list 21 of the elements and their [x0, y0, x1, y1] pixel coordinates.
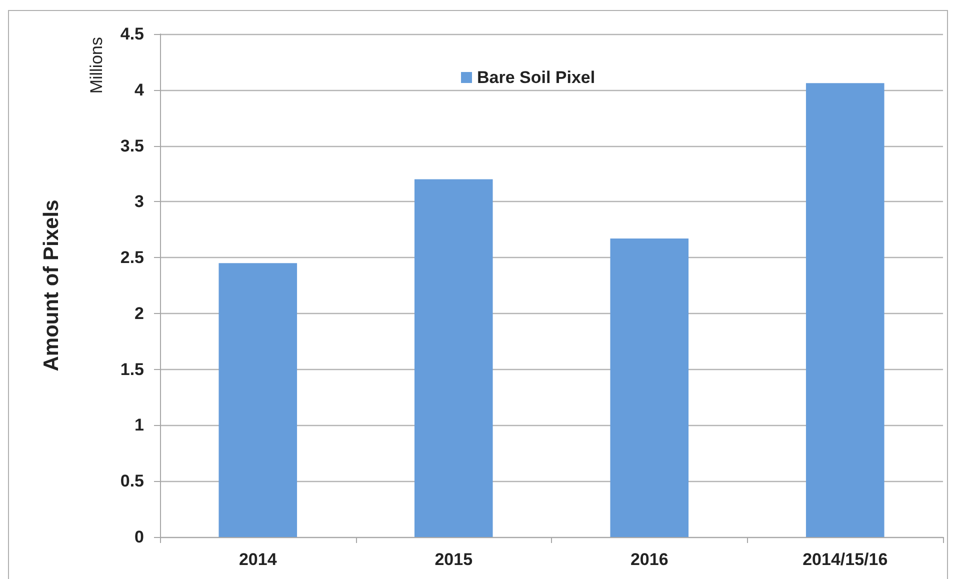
- y-tick-label: 4.5: [120, 24, 144, 44]
- y-axis-title: Amount of Pixels: [40, 200, 63, 372]
- x-tick-label: 2014: [238, 550, 278, 569]
- bar: [806, 83, 884, 537]
- y-tick-label: 3.5: [120, 136, 144, 156]
- y-tick-label: 0: [134, 528, 144, 546]
- y-tick-label: 4: [134, 80, 145, 100]
- legend-label: Bare Soil Pixel: [477, 68, 596, 87]
- x-tick-label: 2016: [630, 550, 668, 569]
- bar: [610, 238, 689, 537]
- y-tick-label: 0.5: [120, 472, 144, 491]
- y-tick-label: 1: [134, 416, 144, 435]
- x-tick-label: 2015: [434, 550, 473, 569]
- bar: [218, 263, 298, 537]
- y-tick-label: 2.5: [120, 248, 144, 268]
- x-tick-label: 2014/15/16: [802, 550, 888, 569]
- y-tick-label: 1.5: [120, 360, 144, 379]
- y-tick-label: 2: [134, 304, 144, 323]
- bar: [414, 179, 493, 537]
- text: Millions: [87, 36, 106, 94]
- y-tick-label: 3: [134, 192, 144, 212]
